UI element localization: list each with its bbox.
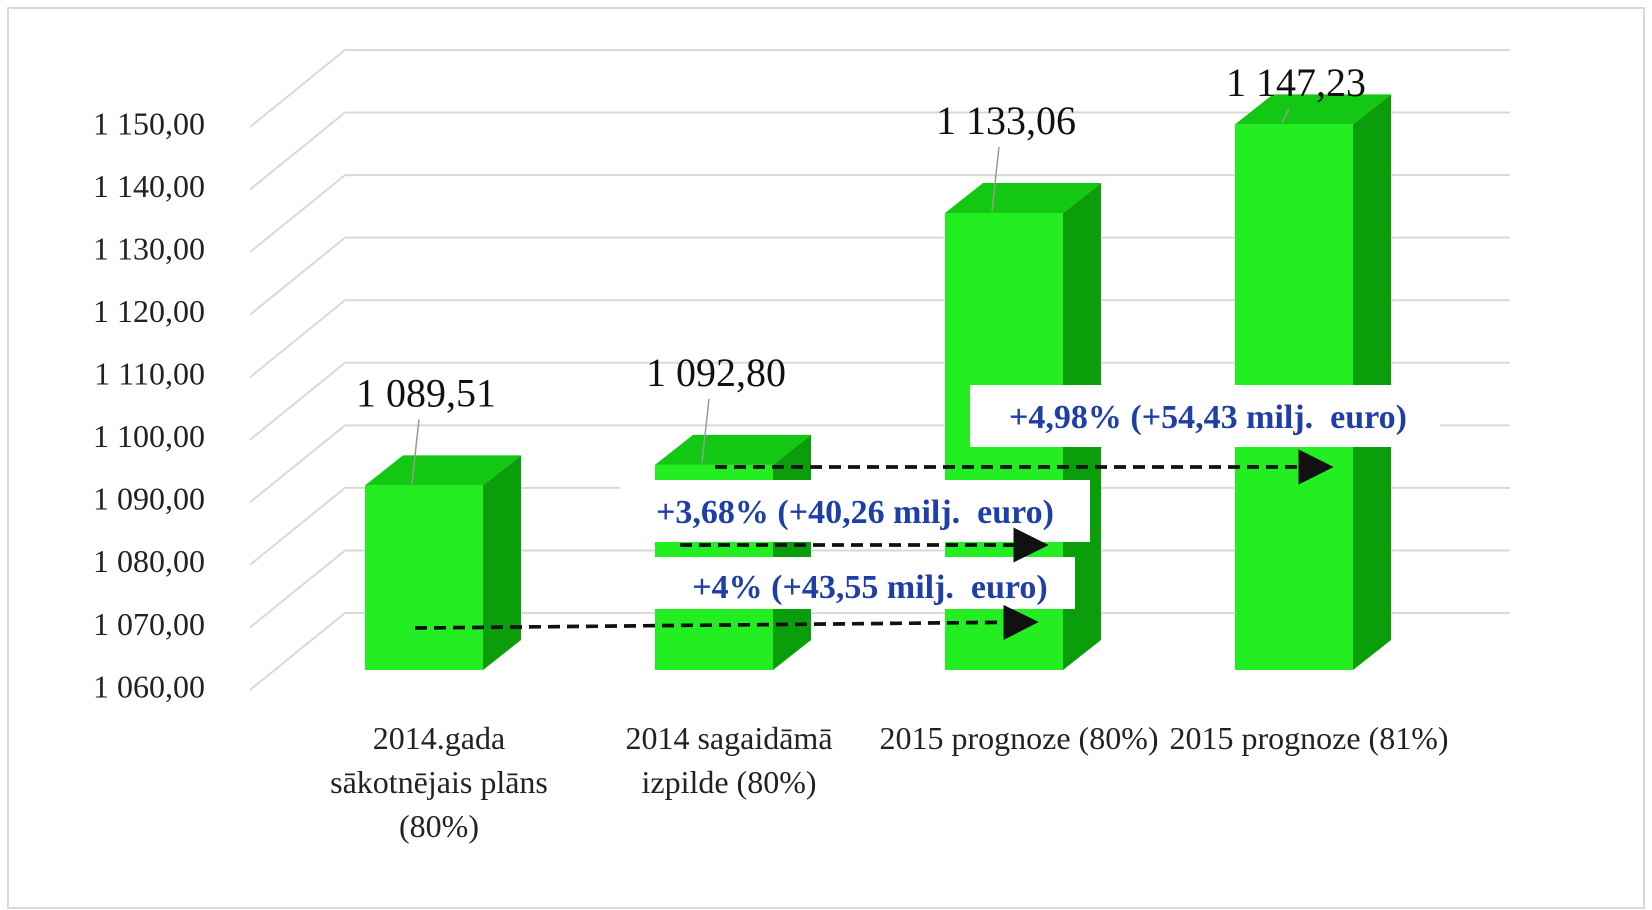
- chart-border: [7, 7, 1645, 909]
- grid-line: [249, 549, 1510, 629]
- y-tick-label: 1 060,00: [93, 668, 205, 704]
- annotation-box: [970, 385, 1440, 447]
- value-label: 1 089,51: [356, 371, 496, 416]
- annotation: +3,68% (+40,26 milj. euro): [656, 494, 1054, 531]
- grid-line: [249, 361, 1510, 441]
- grid-line: [249, 174, 1510, 253]
- x-tick-label: 2015 prognoze (80%): [879, 720, 1159, 756]
- value-label: 1 133,06: [936, 98, 1076, 143]
- bar-front: [365, 485, 483, 670]
- bar-top: [655, 434, 811, 465]
- value-label: 1 092,80: [646, 350, 786, 395]
- y-tick-label: 1 090,00: [93, 481, 205, 517]
- y-tick-label: 1 070,00: [93, 606, 205, 642]
- y-tick-label: 1 110,00: [94, 356, 205, 392]
- leader-line: [991, 146, 1000, 212]
- bar-side: [773, 434, 811, 670]
- grid-line: [249, 612, 1510, 691]
- bar: [365, 455, 521, 670]
- grid-line: [249, 299, 1510, 378]
- annotation-box: [655, 557, 1075, 609]
- y-tick-label: 1 130,00: [93, 230, 205, 266]
- annotation: +4% (+43,55 milj. euro): [692, 569, 1047, 606]
- arrow: [414, 604, 1039, 640]
- leader-line: [701, 398, 710, 463]
- x-tick-label: 2014.gada sākotnējais plāns (80%): [330, 720, 548, 844]
- grid-line: [249, 111, 1510, 191]
- y-tick-label: 1 100,00: [93, 418, 205, 454]
- y-tick-label: 1 120,00: [93, 293, 205, 329]
- bar-side: [483, 455, 521, 670]
- grid-line: [249, 236, 1510, 316]
- bar-top: [1235, 94, 1391, 125]
- leader-line: [411, 419, 420, 484]
- x-tick-label: 2014 sagaidāmā izpilde (80%): [625, 720, 833, 800]
- y-tick-label: 1 140,00: [93, 168, 205, 204]
- bar-top: [945, 182, 1101, 213]
- bar-top: [365, 455, 521, 486]
- y-tick-label: 1 150,00: [93, 105, 205, 141]
- annotation: +4,98% (+54,43 milj. euro): [1009, 399, 1407, 436]
- bar: [655, 434, 811, 670]
- grid-line: [249, 486, 1510, 566]
- bar-side: [1353, 94, 1391, 671]
- leader-line: [1281, 108, 1290, 123]
- bar: [1235, 94, 1391, 671]
- grid-line: [249, 49, 1510, 128]
- annotation-box: [620, 480, 1090, 542]
- value-label: 1 147,23: [1226, 60, 1366, 105]
- x-tick-label: 2015 prognoze (81%): [1169, 720, 1449, 756]
- y-tick-label: 1 080,00: [93, 543, 205, 579]
